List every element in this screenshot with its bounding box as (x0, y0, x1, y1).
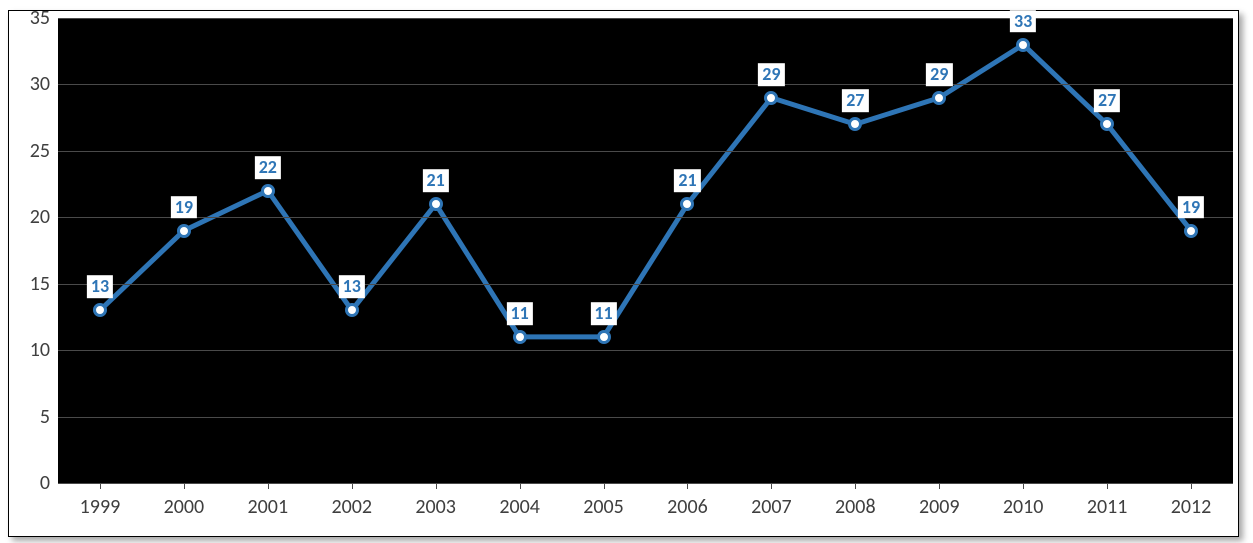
x-tick (268, 483, 269, 489)
data-marker (345, 303, 359, 317)
x-tick-label: 2010 (993, 495, 1053, 519)
plot-area: 1319221321111121292729332719 (58, 18, 1233, 483)
x-tick-label: 2008 (825, 495, 885, 519)
x-tick-label: 2012 (1161, 495, 1221, 519)
gridline (58, 284, 1233, 285)
y-tick-label: 30 (10, 72, 50, 96)
data-marker (597, 330, 611, 344)
x-tick (520, 483, 521, 489)
data-marker (261, 184, 275, 198)
x-tick-label: 2004 (490, 495, 550, 519)
y-tick-label: 10 (10, 338, 50, 362)
x-tick (436, 483, 437, 489)
x-tick-label: 2005 (574, 495, 634, 519)
x-tick-label: 2003 (406, 495, 466, 519)
y-tick-label: 0 (10, 471, 50, 495)
gridline (58, 217, 1233, 218)
x-tick (604, 483, 605, 489)
x-tick-label: 2002 (322, 495, 382, 519)
x-tick (1107, 483, 1108, 489)
y-tick-label: 35 (10, 6, 50, 30)
x-tick-label: 2011 (1077, 495, 1137, 519)
line-chart: 13 19 22 13 21 11 11 21 29 27 29 33 27 19 0 5 10 15 20 25 3… (0, 0, 1253, 543)
value-label: 27 (1094, 89, 1120, 112)
gridline (58, 483, 1233, 484)
x-tick (687, 483, 688, 489)
gridline (58, 151, 1233, 152)
gridline (58, 84, 1233, 85)
value-label: 13 (87, 275, 113, 298)
data-marker (932, 91, 946, 105)
data-marker (1016, 38, 1030, 52)
value-label: 19 (1178, 196, 1204, 219)
value-label: 29 (758, 63, 784, 86)
x-tick-label: 2000 (154, 495, 214, 519)
value-label: 11 (590, 302, 616, 325)
x-tick-label: 2007 (741, 495, 801, 519)
x-tick (855, 483, 856, 489)
value-label: 19 (171, 196, 197, 219)
data-marker (1184, 224, 1198, 238)
data-marker (680, 197, 694, 211)
data-marker (764, 91, 778, 105)
x-tick (184, 483, 185, 489)
x-tick (352, 483, 353, 489)
value-label: 29 (926, 63, 952, 86)
value-label: 27 (842, 89, 868, 112)
x-tick-label: 2009 (909, 495, 969, 519)
y-tick-label: 15 (10, 272, 50, 296)
y-tick-label: 20 (10, 205, 50, 229)
value-label: 21 (423, 169, 449, 192)
x-tick (100, 483, 101, 489)
x-tick-label: 1999 (70, 495, 130, 519)
x-tick (1191, 483, 1192, 489)
data-marker (513, 330, 527, 344)
x-tick (939, 483, 940, 489)
gridline (58, 350, 1233, 351)
y-tick-label: 25 (10, 139, 50, 163)
data-marker (177, 224, 191, 238)
value-label: 21 (674, 169, 700, 192)
line-layer (58, 18, 1233, 483)
data-marker (429, 197, 443, 211)
x-tick-label: 2006 (657, 495, 717, 519)
gridline (58, 18, 1233, 19)
data-marker (1100, 117, 1114, 131)
value-label: 13 (339, 275, 365, 298)
gridline (58, 417, 1233, 418)
x-tick-label: 2001 (238, 495, 298, 519)
y-tick-label: 5 (10, 405, 50, 429)
x-tick (771, 483, 772, 489)
data-marker (848, 117, 862, 131)
value-label: 11 (506, 302, 532, 325)
value-label: 33 (1010, 10, 1036, 33)
data-marker (93, 303, 107, 317)
x-tick (1023, 483, 1024, 489)
value-label: 22 (255, 156, 281, 179)
